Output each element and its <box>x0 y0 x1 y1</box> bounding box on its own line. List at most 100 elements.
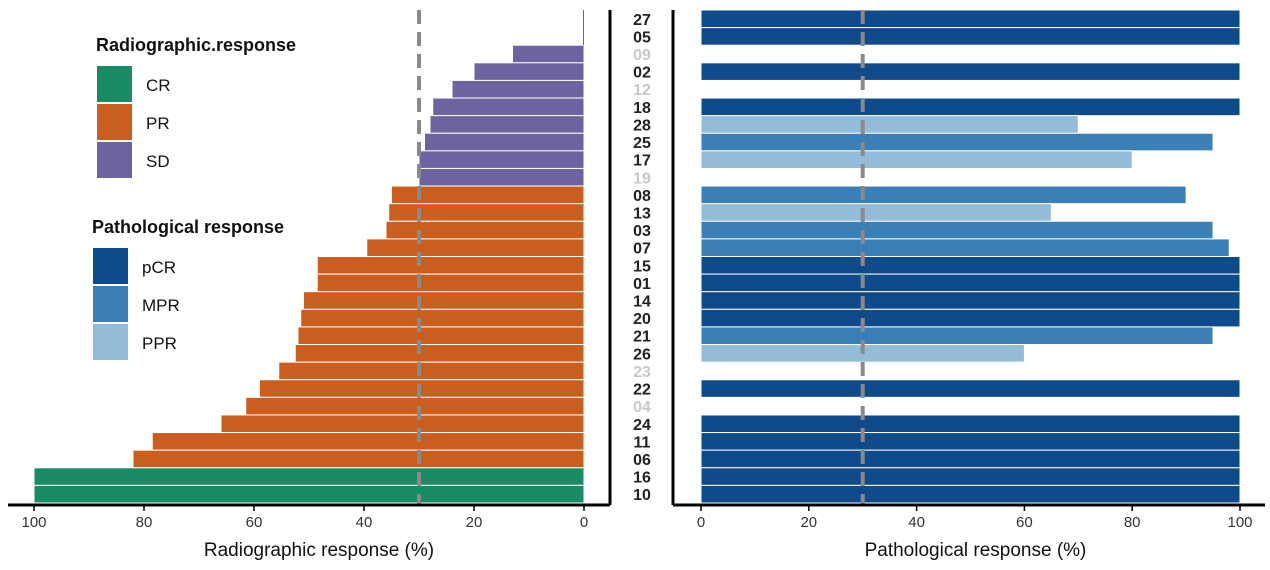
pathological-bar <box>700 484 1241 504</box>
patient-label: 01 <box>633 276 651 293</box>
patient-label: 10 <box>633 487 651 504</box>
patient-label: 20 <box>633 311 651 328</box>
pathological-bar <box>700 238 1230 257</box>
patient-label: 13 <box>633 205 651 222</box>
pathological-legend-swatch <box>93 324 128 360</box>
pathological-bar <box>700 9 1241 29</box>
patient-label: 26 <box>633 346 651 363</box>
radiographic-bar <box>316 256 585 275</box>
radiographic-bar <box>418 150 585 169</box>
patient-label: 25 <box>633 135 651 152</box>
pathological-panel: 0 20 40 60 80 100 Pathological response (%) <box>671 9 1265 561</box>
radiographic-legend-label: PR <box>146 114 170 133</box>
pathological-bar <box>700 256 1241 275</box>
radiographic-bar <box>245 396 585 416</box>
pathological-legend-swatch <box>93 248 128 284</box>
radiographic-bar <box>303 291 585 310</box>
patient-label: 28 <box>633 117 651 134</box>
patient-label: 06 <box>633 452 651 469</box>
radiographic-tick-label: 60 <box>246 514 263 531</box>
pathological-tick-label: 0 <box>697 514 705 531</box>
patient-label: 16 <box>633 470 651 487</box>
patient-label: 19 <box>633 170 651 187</box>
radiographic-bar <box>583 10 584 28</box>
pathological-bar <box>700 308 1241 328</box>
radiographic-x-label: Radiographic response (%) <box>204 540 434 561</box>
pathological-bar <box>700 97 1241 117</box>
radiographic-bar <box>432 97 585 117</box>
pathological-legend-label: pCR <box>142 258 176 277</box>
pathological-bar <box>700 432 1241 451</box>
radiographic-legend-title: Radiographic.response <box>96 35 296 55</box>
patient-label: 18 <box>633 100 651 117</box>
pathological-x-label: Pathological response (%) <box>865 540 1087 561</box>
patient-labels: 2705090212182825171908130307150114202126… <box>633 12 651 504</box>
radiographic-bar <box>473 62 585 81</box>
pathological-bar <box>700 291 1241 310</box>
radiographic-bar <box>33 467 585 486</box>
patient-label: 22 <box>633 382 651 399</box>
pathological-bar <box>700 27 1241 46</box>
radiographic-tick-label: 80 <box>136 514 153 531</box>
legends: Radiographic.response CR PR SD Pathological … <box>92 35 296 360</box>
radiographic-bar <box>385 220 585 240</box>
patient-label: 05 <box>633 29 651 46</box>
radiographic-tick-label: 20 <box>466 514 483 531</box>
pathological-tick-label: 100 <box>1227 514 1252 531</box>
radiographic-bar <box>316 273 585 293</box>
radiographic-tick-label: 0 <box>580 514 588 531</box>
pathological-tick-label: 80 <box>1124 514 1141 531</box>
patient-label: 03 <box>633 223 651 240</box>
patient-label: 27 <box>633 12 651 29</box>
patient-label: 08 <box>633 188 651 205</box>
patient-label: 14 <box>633 294 651 311</box>
radiographic-bar <box>429 115 585 134</box>
pathological-tick-label: 60 <box>1016 514 1033 531</box>
pathological-bar <box>700 467 1241 486</box>
radiographic-bar <box>259 379 585 398</box>
radiographic-tick-label: 100 <box>21 514 46 531</box>
patient-label: 23 <box>633 364 651 381</box>
pathological-bar <box>700 115 1079 134</box>
radiographic-legend-label: CR <box>146 76 171 95</box>
pathological-legend-label: MPR <box>142 296 180 315</box>
radiographic-panel: 100 80 60 40 20 0 Radiographic response (%) <box>8 10 612 561</box>
pathological-bar <box>700 220 1214 240</box>
pathological-legend-label: PPR <box>142 334 177 353</box>
radiographic-bar <box>220 414 585 434</box>
radiographic-bar <box>366 238 585 257</box>
pathological-bar <box>700 414 1241 434</box>
radiographic-bar <box>418 167 585 187</box>
patient-label: 04 <box>633 399 651 416</box>
radiographic-legend-swatch <box>97 104 132 140</box>
patient-label: 02 <box>633 65 651 82</box>
patient-label: 17 <box>633 153 651 170</box>
pathological-tick-label: 20 <box>800 514 817 531</box>
radiographic-bar <box>424 132 585 152</box>
patient-label: 09 <box>633 47 651 64</box>
patient-label: 11 <box>634 434 651 451</box>
radiographic-bar <box>297 326 585 346</box>
pathological-tick-label: 40 <box>908 514 925 531</box>
radiographic-bar <box>278 361 585 381</box>
patient-label: 24 <box>633 417 651 434</box>
pathological-bar <box>700 449 1241 469</box>
pathological-bar <box>700 150 1133 169</box>
radiographic-tick-label: 40 <box>356 514 373 531</box>
radiographic-bar <box>451 79 585 99</box>
pathological-bar <box>700 326 1214 346</box>
radiographic-legend-label: SD <box>146 152 170 171</box>
patient-label: 21 <box>633 329 651 346</box>
radiographic-legend-swatch <box>97 142 132 178</box>
pathological-bar <box>700 273 1241 293</box>
radiographic-legend-swatch <box>97 66 132 102</box>
pathological-legend-title: Pathological response <box>92 217 284 237</box>
radiographic-bar <box>583 27 584 46</box>
radiographic-bar <box>294 344 585 363</box>
radiographic-bar <box>33 484 585 504</box>
radiographic-bar <box>512 44 585 64</box>
patient-label: 15 <box>633 258 651 275</box>
pathological-bar <box>700 203 1052 222</box>
